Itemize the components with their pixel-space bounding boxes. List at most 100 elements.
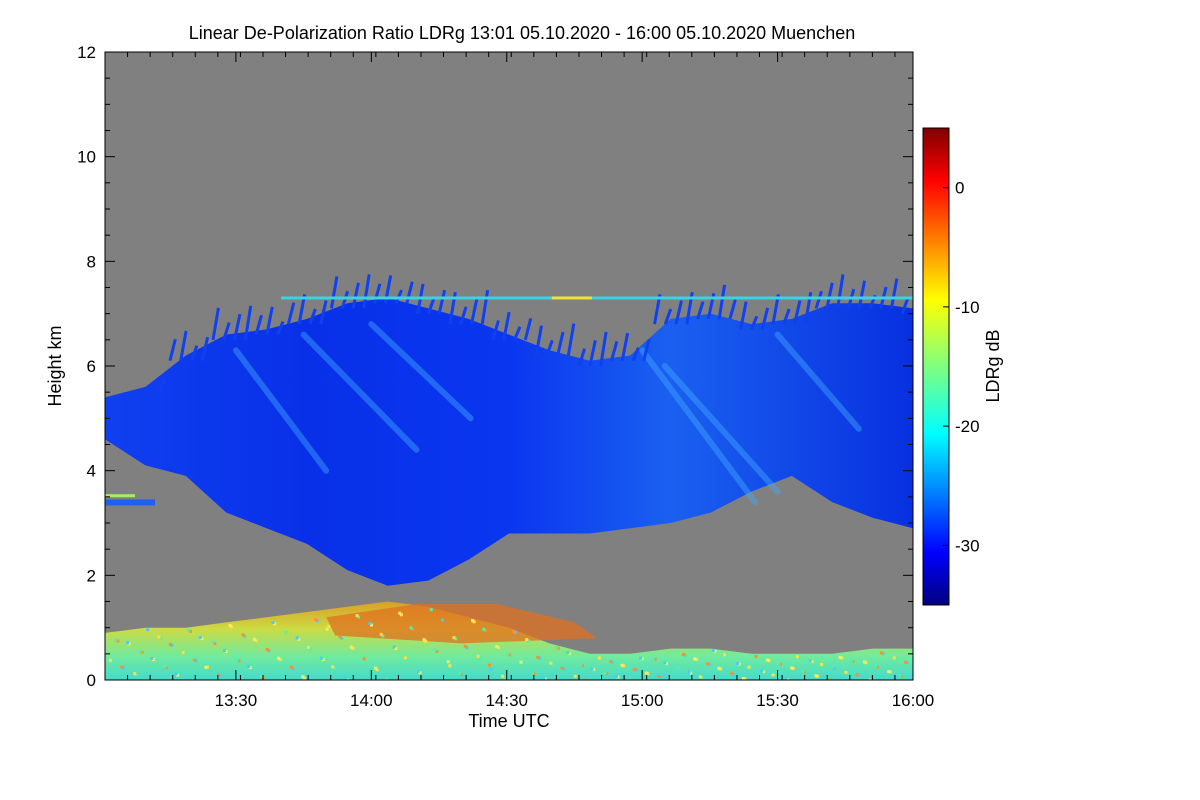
cloud-top-fringe	[739, 301, 748, 330]
aerosol-speckle	[748, 666, 752, 670]
aerosol-speckle	[732, 673, 736, 677]
x-tick-label: 16:00	[892, 691, 935, 710]
aerosol-speckle	[663, 661, 667, 665]
cloud-top-fringe	[286, 302, 296, 325]
aerosol-speckle	[168, 642, 172, 646]
aerosol-speckle	[801, 670, 805, 674]
aerosol-speckle	[375, 668, 379, 672]
aerosol-speckle	[874, 664, 878, 668]
aerosol-speckle	[543, 677, 547, 680]
aerosol-speckle	[174, 672, 178, 676]
aerosol-speckle	[838, 655, 842, 659]
cloud-top-fringe	[362, 274, 371, 309]
cloud-top-fringe	[728, 299, 737, 320]
aerosol-speckle	[315, 619, 319, 623]
aerosol-speckle	[487, 663, 491, 667]
aerosol-speckle	[566, 651, 570, 655]
fall-streak	[661, 363, 781, 495]
aerosol-speckle	[845, 671, 849, 675]
aerosol-speckle	[458, 671, 462, 675]
aerosol-speckle	[532, 672, 536, 676]
cloud-top-fringe	[351, 282, 360, 309]
cloud-top-fringe	[599, 331, 608, 367]
features-layer	[105, 274, 913, 680]
aerosol-speckle	[851, 660, 855, 664]
aerosol-speckle	[471, 619, 475, 623]
aerosol-speckle	[127, 642, 131, 646]
aerosol-speckle	[241, 633, 245, 637]
aerosol-speckle	[711, 648, 715, 652]
aerosol-speckle	[816, 674, 820, 678]
aerosol-speckle	[489, 667, 493, 671]
aerosol-speckle	[483, 629, 487, 633]
aerosol-speckle	[747, 665, 751, 669]
aerosol-speckle	[777, 662, 781, 666]
aerosol-speckle	[476, 654, 480, 658]
aerosol-speckle	[556, 646, 560, 650]
aerosol-speckle	[422, 638, 426, 642]
aerosol-speckle	[140, 650, 144, 654]
cloud-top-fringe	[889, 278, 899, 309]
aerosol-speckle	[496, 645, 500, 649]
aerosol-speckle	[639, 656, 643, 660]
aerosol-speckle	[271, 620, 275, 624]
cloud-top-fringe	[642, 338, 651, 362]
aerosol-speckle	[821, 663, 825, 667]
aerosol-speckle	[243, 634, 247, 638]
aerosol-speckle	[786, 678, 790, 680]
aerosol-speckle	[887, 669, 891, 673]
aerosol-speckle	[217, 673, 221, 677]
aerosol-speckle	[737, 662, 741, 666]
aerosol-speckle	[761, 670, 765, 674]
cloud-top-fringe	[502, 311, 511, 341]
aerosol-speckle	[459, 673, 463, 677]
aerosol-speckle	[370, 623, 374, 627]
aerosol-speckle	[526, 639, 530, 643]
aerosol-speckle	[463, 644, 467, 648]
aerosol-speckle	[512, 629, 516, 633]
aerosol-speckle	[416, 669, 420, 673]
aerosol-speckle	[495, 644, 499, 648]
aerosol-speckle	[833, 667, 837, 671]
cloud-top-fringe	[513, 326, 522, 341]
aerosol-speckle	[622, 664, 626, 668]
aerosol-speckle	[478, 656, 482, 660]
aerosol-speckle	[808, 659, 812, 663]
aerosol-speckle	[530, 671, 534, 675]
aerosol-speckle	[206, 665, 209, 669]
aerosol-speckle	[368, 621, 372, 625]
cloud-top-fringe	[825, 282, 834, 309]
aerosol-speckle	[560, 666, 564, 670]
aerosol-speckle	[754, 654, 758, 658]
aerosol-speckle	[351, 647, 355, 651]
aerosol-speckle	[379, 632, 383, 636]
aerosol-speckle	[536, 655, 540, 659]
aerosol-speckle	[881, 652, 885, 656]
aerosol-speckle	[211, 640, 215, 644]
cloud-top-fringe	[233, 313, 242, 341]
colorbar-tick-label: 0	[955, 179, 964, 198]
aerosol-speckle	[502, 675, 506, 679]
aerosol-speckle	[723, 653, 727, 657]
aerosol-speckle	[237, 659, 241, 663]
aerosol-speckle	[706, 662, 710, 666]
cloud-top-fringe	[782, 308, 791, 325]
aerosol-speckle	[465, 646, 469, 650]
aerosol-speckle	[176, 673, 180, 677]
aerosol-speckle	[900, 674, 904, 678]
cloud-top-fringe	[674, 300, 683, 325]
aerosol-speckle	[683, 653, 687, 657]
aerosol-speckle	[200, 637, 204, 641]
aerosol-speckle	[448, 664, 452, 668]
aerosol-speckle	[849, 659, 853, 663]
aerosol-speckle	[344, 677, 348, 680]
aerosol-speckle	[121, 666, 125, 670]
aerosol-speckle	[664, 662, 668, 666]
cloud-top-fringe	[459, 306, 468, 325]
cloud-top-fringe	[254, 314, 263, 336]
aerosol-speckle	[418, 671, 422, 675]
aerosol-speckle	[584, 678, 588, 680]
aerosol-speckle	[904, 660, 908, 664]
aerosol-speckle	[159, 636, 163, 640]
fall-streak	[368, 321, 474, 422]
